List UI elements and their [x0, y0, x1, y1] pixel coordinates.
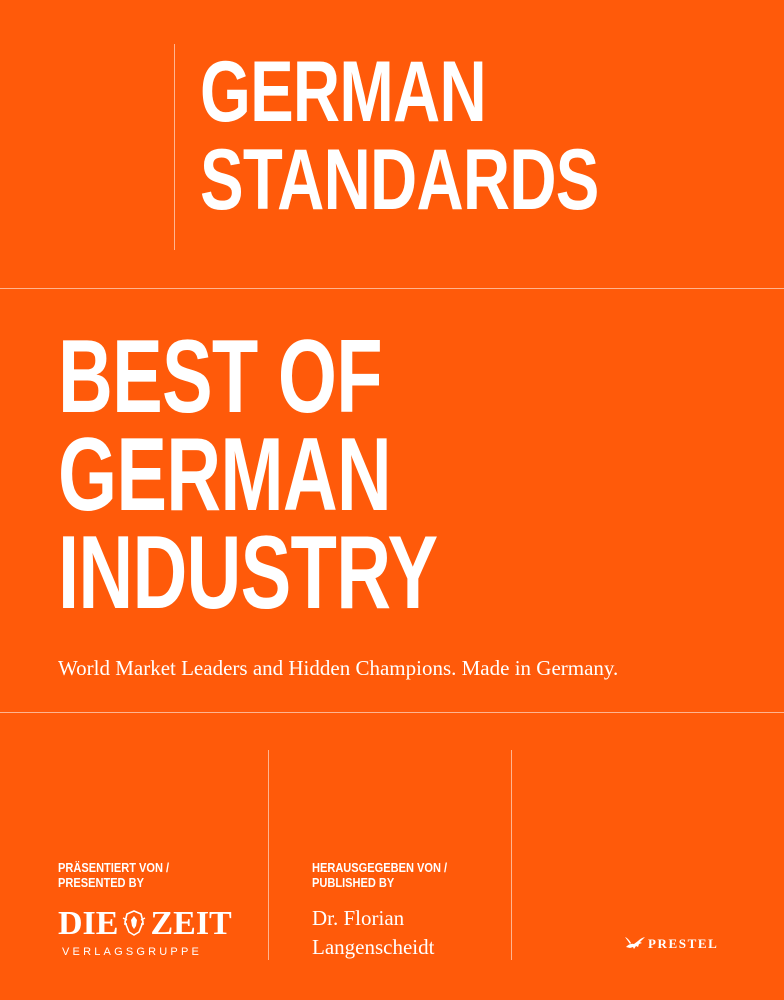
series-title-line2: STANDARDS	[200, 132, 599, 228]
pegasus-icon	[625, 937, 645, 949]
presenter-caption-line2: PRESENTED BY	[58, 875, 144, 890]
series-title-line1: GERMAN	[200, 44, 487, 140]
editor-caption-line2: PUBLISHED BY	[312, 875, 395, 890]
bottom-divider-1	[268, 750, 269, 960]
presenter-caption-line1: PRÄSENTIERT VON /	[58, 860, 170, 875]
logo-word-right: ZEIT	[150, 905, 232, 942]
logo-word-left: DIE	[58, 905, 119, 942]
editor-name-line1: Dr. Florian	[312, 906, 405, 930]
book-title: BEST OF GERMAN INDUSTRY	[58, 319, 438, 631]
series-divider	[174, 44, 175, 250]
book-subtitle: World Market Leaders and Hidden Champion…	[58, 656, 619, 680]
logo-subtitle: VERLAGSGRUPPE	[62, 946, 203, 958]
editor-caption: HERAUSGEGEBEN VON / PUBLISHED BY	[312, 860, 447, 890]
middle-rule	[0, 712, 784, 713]
eagle-crest-icon	[123, 910, 146, 936]
series-title: GERMAN STANDARDS	[200, 48, 599, 224]
book-title-line2: GERMAN	[58, 417, 392, 533]
publisher-name: PRESTEL	[648, 936, 719, 951]
presenter-caption: PRÄSENTIERT VON / PRESENTED BY	[58, 860, 169, 890]
prestel-logo: PRESTEL	[624, 935, 718, 953]
editor-caption-line1: HERAUSGEGEBEN VON /	[312, 860, 448, 875]
editor-name-line2: Langenscheidt	[312, 935, 435, 959]
book-title-line1: BEST OF	[58, 319, 383, 435]
die-zeit-logo: DIE ZEIT VERLAGSGRUPPE	[58, 904, 238, 964]
book-title-line3: INDUSTRY	[58, 515, 438, 631]
editor-name: Dr. Florian Langenscheidt	[312, 904, 434, 962]
top-rule	[0, 288, 784, 289]
bottom-divider-2	[511, 750, 512, 960]
